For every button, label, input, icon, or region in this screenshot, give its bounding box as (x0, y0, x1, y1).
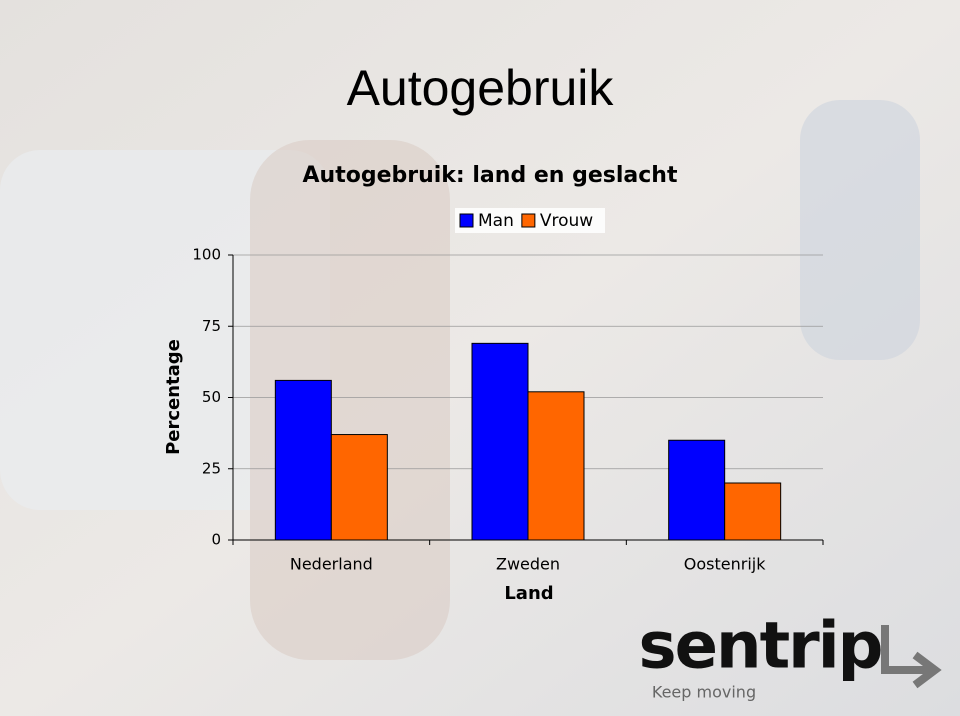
logo-tagline: Keep moving (652, 683, 756, 702)
bg-car (0, 150, 330, 510)
logo-arrow (881, 625, 942, 689)
y-axis-label: Percentage (163, 339, 184, 455)
bar (471, 342, 529, 541)
bar (330, 434, 388, 541)
y-tick-label: 100 (192, 246, 221, 264)
x-tick-label: Zweden (496, 555, 560, 574)
y-tick-label: 50 (202, 388, 221, 406)
chart-title: Autogebruik: land en geslacht (303, 163, 678, 188)
bar (668, 439, 726, 541)
legend-swatch (459, 213, 474, 228)
x-axis-label: Land (504, 583, 553, 604)
slide-title: Autogebruik (347, 60, 615, 116)
bar (724, 482, 782, 541)
legend-label: Man (478, 211, 514, 231)
plot: 0 25 50 75 100 Nederland Zweden Oostenrijk Man Vr… (192, 208, 824, 574)
x-tick-label: Nederland (290, 555, 373, 574)
y-tick-label: 25 (202, 459, 221, 477)
x-tick-label: Oostenrijk (684, 555, 766, 574)
y-tick-label: 0 (211, 531, 221, 549)
legend-label: Vrouw (540, 211, 593, 231)
bg-person (800, 100, 920, 360)
logo-name: sentrip (639, 610, 882, 684)
bar (274, 379, 332, 541)
y-tick-label: 75 (202, 317, 221, 335)
bar (527, 391, 585, 541)
legend-swatch (521, 213, 536, 228)
